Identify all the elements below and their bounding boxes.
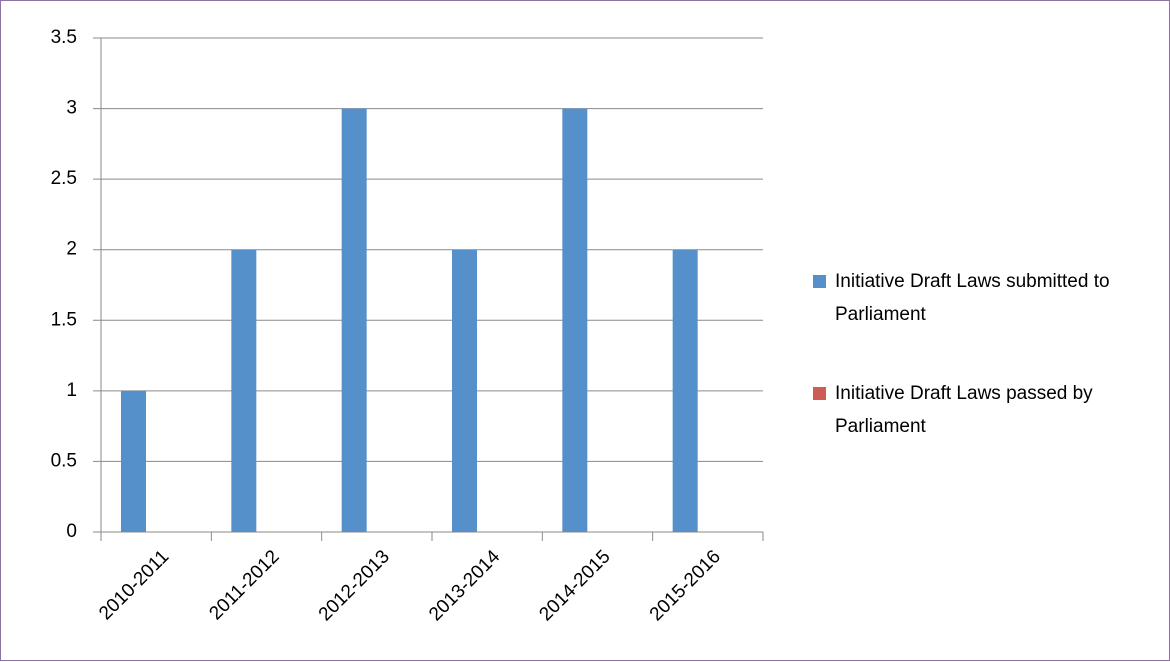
- legend-swatch: [813, 275, 826, 288]
- y-tick-label: 3.5: [51, 27, 77, 48]
- legend-item: Initiative Draft Laws passed by Parliame…: [813, 377, 1163, 443]
- y-tick-label: 0.5: [51, 450, 77, 471]
- x-tick-label: 2015-2016: [646, 546, 725, 625]
- x-tick-label: 2012-2013: [315, 546, 394, 625]
- x-tick-label: 2010-2011: [95, 546, 173, 624]
- bar: [231, 249, 257, 532]
- y-tick-label: 2.5: [51, 168, 77, 189]
- y-tick-label: 0: [66, 521, 77, 542]
- legend-label: Initiative Draft Laws passed by Parliame…: [835, 383, 1093, 437]
- x-tick-label: 2011-2012: [205, 546, 283, 624]
- legend-item: Initiative Draft Laws submitted to Parli…: [813, 265, 1163, 331]
- x-tick-label: 2013-2014: [425, 546, 504, 625]
- y-tick-label: 2: [66, 239, 77, 260]
- bar: [121, 390, 146, 532]
- bar: [452, 249, 477, 532]
- y-tick-label: 3: [66, 98, 77, 119]
- x-tick-label: 2014-2015: [535, 546, 614, 625]
- bar: [341, 108, 367, 533]
- y-tick-label: 1.5: [51, 309, 77, 330]
- bar: [672, 249, 698, 532]
- legend-label: Initiative Draft Laws submitted to Parli…: [835, 271, 1110, 325]
- y-tick-label: 1: [66, 380, 77, 401]
- legend-swatch: [813, 387, 826, 400]
- bar: [562, 108, 588, 533]
